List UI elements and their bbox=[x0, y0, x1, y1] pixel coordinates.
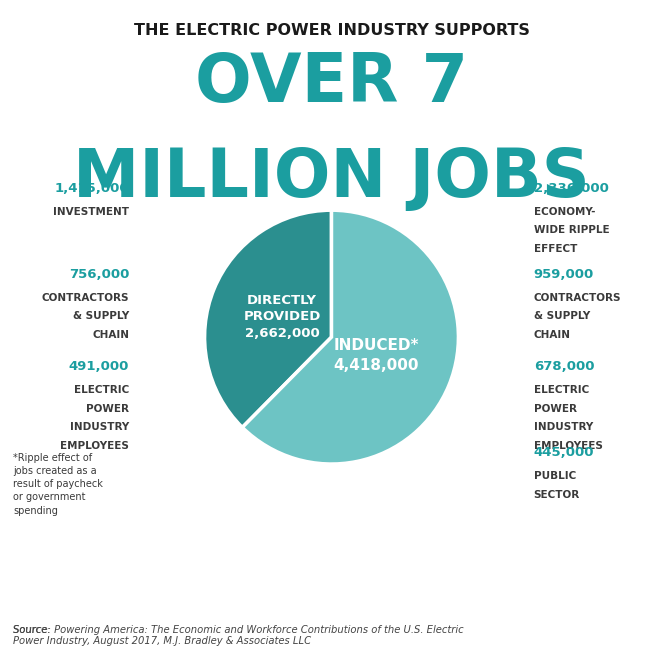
Text: INDUSTRY: INDUSTRY bbox=[70, 422, 129, 432]
Text: PUBLIC: PUBLIC bbox=[534, 471, 576, 481]
Text: ECONOMY-: ECONOMY- bbox=[534, 207, 595, 217]
Text: POWER: POWER bbox=[534, 404, 577, 414]
Text: INDUCED*
4,418,000: INDUCED* 4,418,000 bbox=[333, 338, 419, 373]
Text: MILLION JOBS: MILLION JOBS bbox=[73, 145, 590, 212]
Text: WIDE RIPPLE: WIDE RIPPLE bbox=[534, 225, 609, 235]
Text: INDUSTRY: INDUSTRY bbox=[534, 422, 593, 432]
Text: 756,000: 756,000 bbox=[69, 268, 129, 281]
Text: 678,000: 678,000 bbox=[534, 360, 594, 373]
Text: 2,336,000: 2,336,000 bbox=[534, 182, 609, 195]
Wedge shape bbox=[242, 210, 458, 464]
Text: EMPLOYEES: EMPLOYEES bbox=[60, 441, 129, 451]
Text: CONTRACTORS: CONTRACTORS bbox=[534, 293, 621, 303]
Text: EFFECT: EFFECT bbox=[534, 244, 577, 254]
Text: CHAIN: CHAIN bbox=[534, 330, 571, 340]
Text: CHAIN: CHAIN bbox=[92, 330, 129, 340]
Text: EMPLOYEES: EMPLOYEES bbox=[534, 441, 603, 451]
Text: ELECTRIC: ELECTRIC bbox=[534, 385, 589, 395]
Text: & SUPPLY: & SUPPLY bbox=[73, 311, 129, 321]
Text: 491,000: 491,000 bbox=[69, 360, 129, 373]
Text: 1,415,000: 1,415,000 bbox=[54, 182, 129, 195]
Text: DIRECTLY
PROVIDED
2,662,000: DIRECTLY PROVIDED 2,662,000 bbox=[243, 294, 321, 340]
Text: SECTOR: SECTOR bbox=[534, 490, 580, 500]
Text: INVESTMENT: INVESTMENT bbox=[53, 207, 129, 217]
Text: CONTRACTORS: CONTRACTORS bbox=[42, 293, 129, 303]
Wedge shape bbox=[205, 210, 332, 428]
Text: & SUPPLY: & SUPPLY bbox=[534, 311, 590, 321]
Text: POWER: POWER bbox=[86, 404, 129, 414]
Text: Source: Powering America: The Economic and Workforce Contributions of the U.S. E: Source: Powering America: The Economic a… bbox=[13, 625, 464, 646]
Text: 959,000: 959,000 bbox=[534, 268, 594, 281]
Text: OVER 7: OVER 7 bbox=[195, 50, 468, 116]
Text: 445,000: 445,000 bbox=[534, 446, 594, 459]
Text: Source:: Source: bbox=[13, 625, 54, 635]
Text: *Ripple effect of
jobs created as a
result of paycheck
or government
spending: *Ripple effect of jobs created as a resu… bbox=[13, 453, 103, 516]
Text: ELECTRIC: ELECTRIC bbox=[74, 385, 129, 395]
Text: THE ELECTRIC POWER INDUSTRY SUPPORTS: THE ELECTRIC POWER INDUSTRY SUPPORTS bbox=[133, 23, 530, 38]
